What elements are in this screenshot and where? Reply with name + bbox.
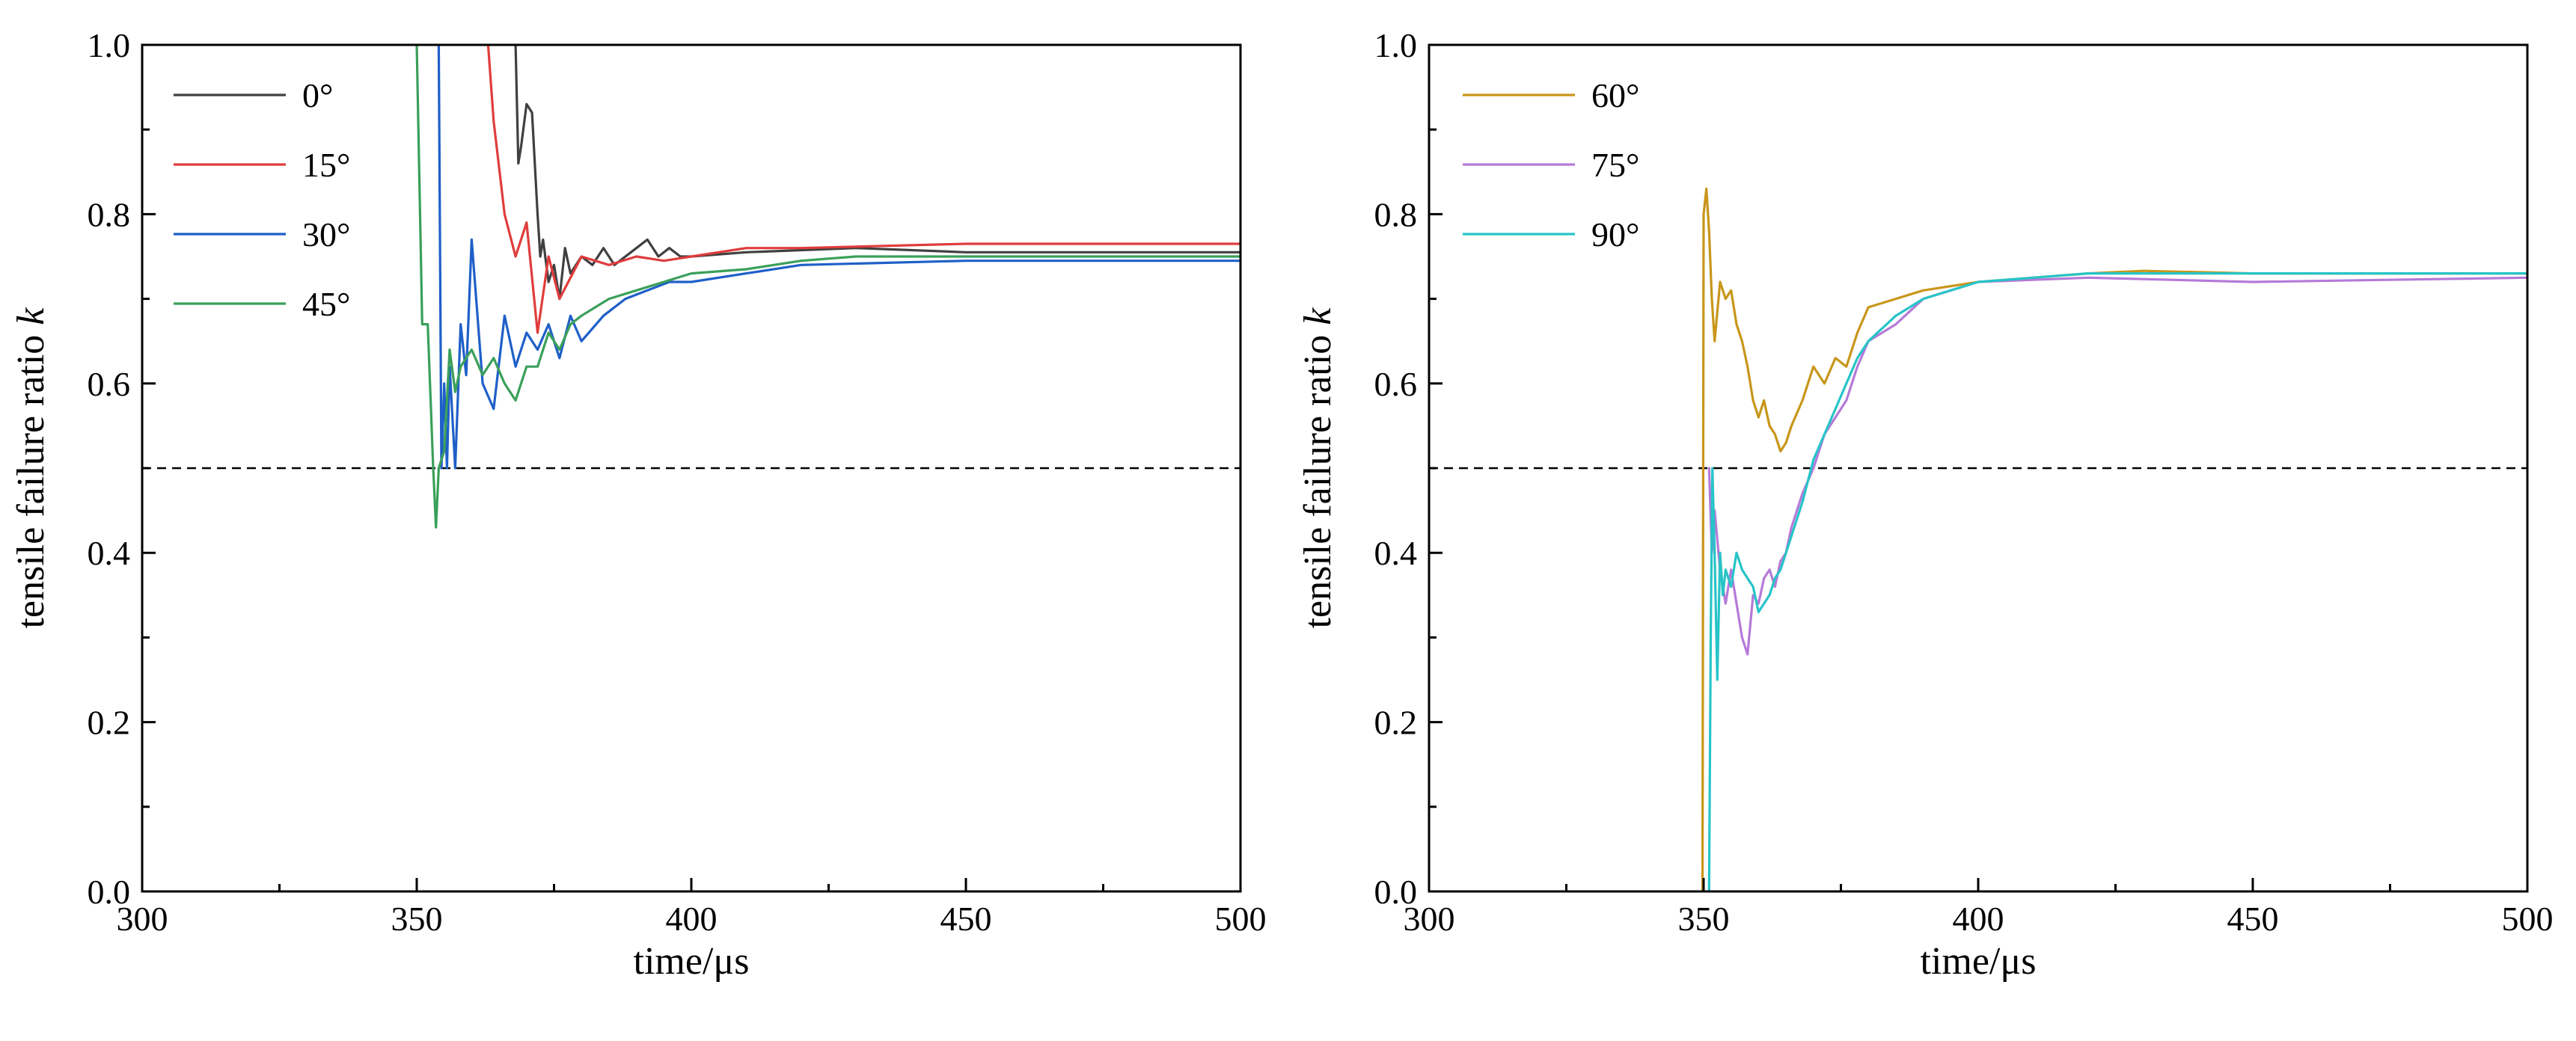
left-x-tick-label: 500 (1215, 900, 1267, 938)
left-y-tick-label: 0.2 (88, 704, 131, 742)
right-x-axis-title: time/μs (1921, 940, 2037, 983)
right-chart-panel: 300 350 400 450 500 0.0 0.2 0.4 0.6 0.8 1.0 time/μs… (1297, 26, 2554, 983)
left-series-line-1 (486, 45, 1240, 334)
left-x-tick-label: 300 (117, 900, 168, 938)
left-x-tick-label: 350 (391, 900, 443, 938)
right-x-tick-label: 400 (1953, 900, 2004, 938)
left-legend-label-2: 30° (302, 215, 350, 254)
right-y-tick-label: 0.6 (1374, 365, 1418, 403)
right-y-tick-label: 1.0 (1374, 26, 1418, 64)
left-chart-panel: 300 350 400 450 500 0.0 0.2 0.4 0.6 0.8 1.0 time/μs… (10, 26, 1267, 983)
right-y-tick-label: 0.2 (1374, 704, 1418, 742)
right-series-line-2 (1707, 272, 2527, 891)
right-series-line-1 (1707, 276, 2527, 656)
left-y-tick-label: 1.0 (88, 26, 131, 64)
left-series-line-2 (437, 45, 1240, 470)
left-y-tick-label: 0.8 (88, 195, 131, 233)
right-y-tick-label: 0.0 (1374, 873, 1418, 911)
left-legend-label-0: 0° (302, 76, 333, 114)
left-x-tick-label: 450 (940, 900, 992, 938)
left-legend-label-1: 15° (302, 146, 350, 184)
right-legend-label-0: 60° (1591, 76, 1639, 114)
left-y-axis-title: tensile failure ratio k (10, 307, 52, 629)
right-x-tick-label: 300 (1404, 900, 1455, 938)
right-legend-label-1: 75° (1591, 146, 1639, 184)
right-y-tick-label: 0.8 (1374, 195, 1418, 233)
left-series-line-3 (415, 45, 1240, 529)
right-x-tick-label: 350 (1678, 900, 1730, 938)
left-series-group (415, 45, 1240, 529)
left-legend-label-3: 45° (302, 285, 350, 323)
left-y-tick-label: 0.0 (88, 873, 131, 911)
left-y-tick-label: 0.6 (88, 365, 131, 403)
right-y-axis-title: tensile failure ratio k (1297, 307, 1339, 629)
right-x-tick-label: 450 (2227, 900, 2279, 938)
left-x-axis-title: time/μs (634, 940, 750, 983)
right-legend-label-2: 90° (1591, 215, 1639, 254)
right-x-tick-label: 500 (2502, 900, 2554, 938)
left-x-tick-label: 400 (666, 900, 718, 938)
left-y-tick-label: 0.4 (88, 534, 131, 572)
right-series-line-0 (1701, 187, 2527, 891)
right-y-tick-label: 0.4 (1374, 534, 1418, 572)
right-series-group (1701, 187, 2527, 891)
